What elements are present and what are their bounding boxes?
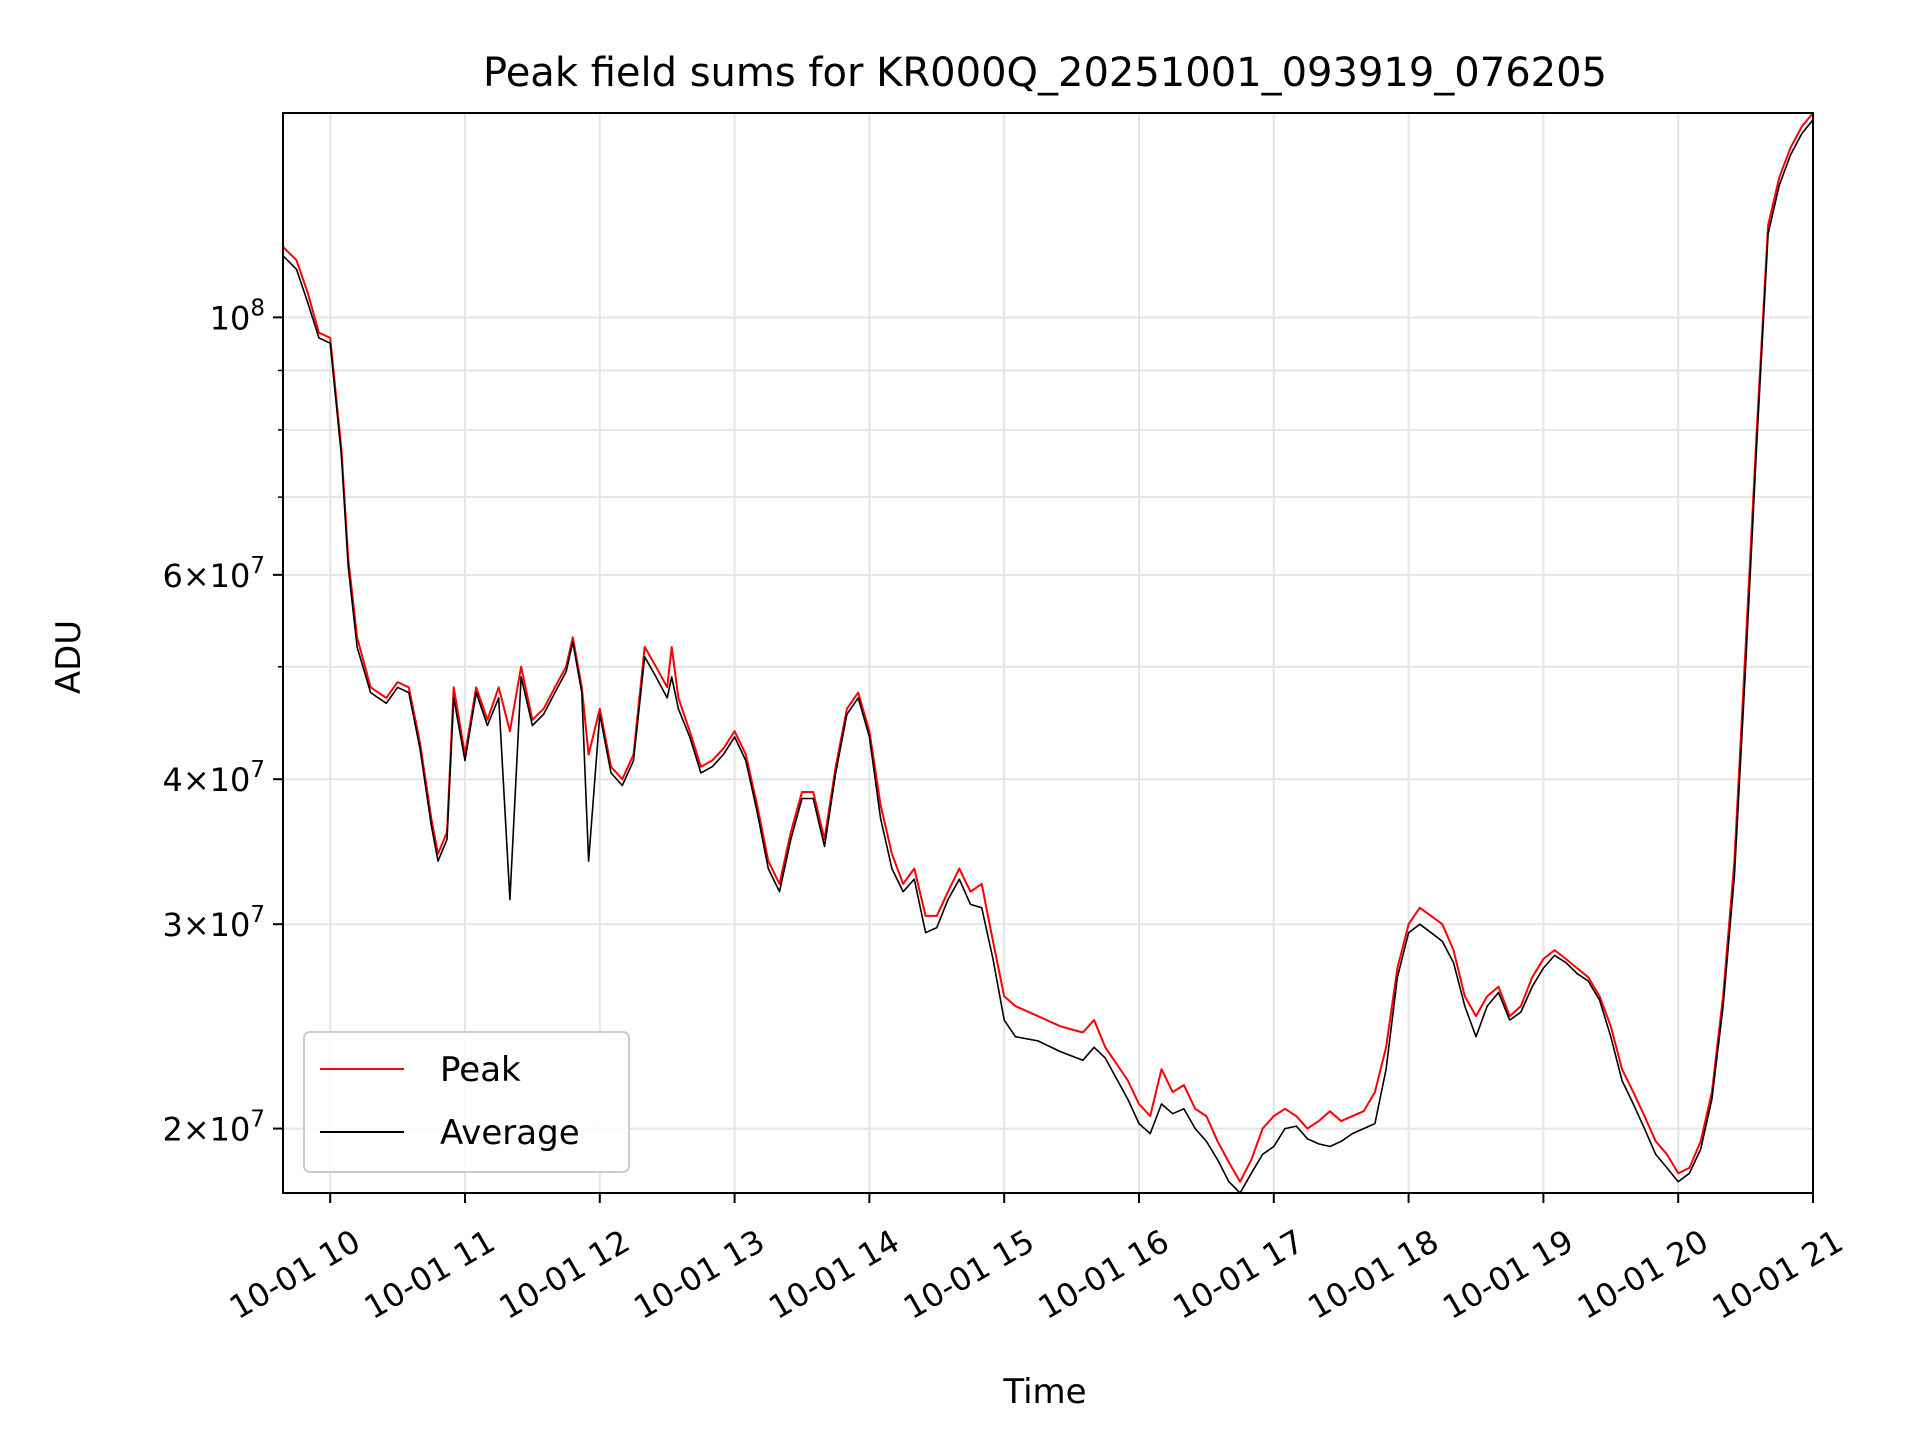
y-tick-label: 3×107 — [162, 902, 265, 944]
y-tick-label: 2×107 — [162, 1107, 265, 1149]
y-tick-label: 6×107 — [162, 553, 265, 595]
legend-box — [303, 1031, 630, 1173]
y-tick-label: 4×107 — [162, 757, 265, 799]
legend-label-peak: Peak — [440, 1050, 521, 1090]
chart-title: Peak field sums for KR000Q_20251001_0939… — [483, 50, 1607, 96]
y-tick-label: 108 — [210, 295, 265, 337]
x-axis-label: Time — [1002, 1372, 1086, 1412]
plot-frame — [282, 112, 1814, 1194]
legend-label-average: Average — [440, 1113, 580, 1153]
series-layer — [282, 112, 1814, 1194]
series-line-average — [282, 119, 1814, 1194]
legend: Peak Average — [303, 1031, 630, 1173]
y-axis-label: ADU — [49, 620, 89, 694]
series-line-peak — [282, 112, 1814, 1183]
